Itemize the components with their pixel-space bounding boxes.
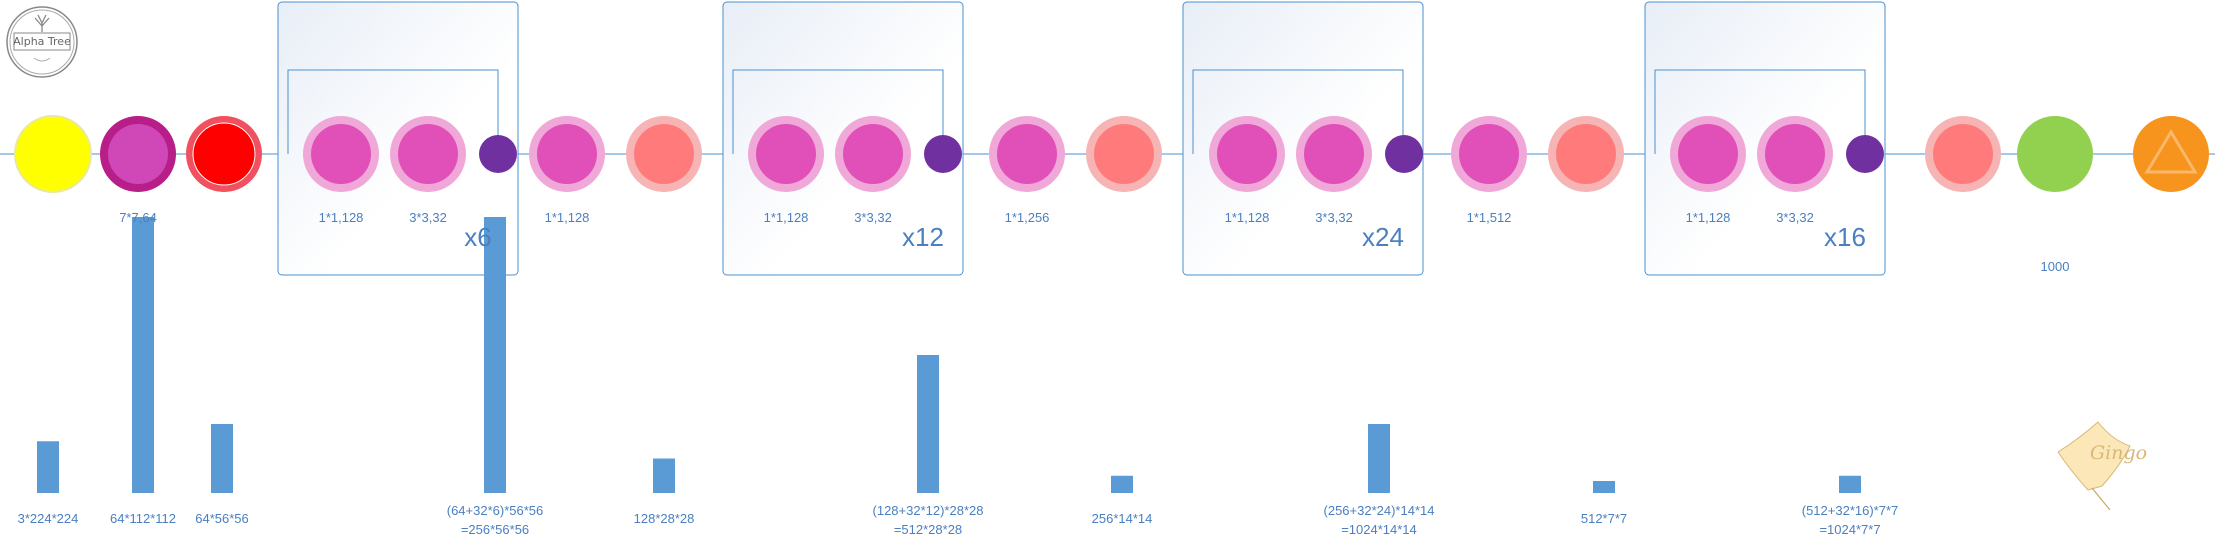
feature-map-bar bbox=[1593, 481, 1615, 493]
tree-icon bbox=[6, 6, 78, 78]
feature-map-label-line: (512+32*16)*7*7 bbox=[1801, 503, 1899, 518]
node-label: 1*1,128 bbox=[318, 210, 364, 225]
node-label: 1*1,512 bbox=[1466, 210, 1512, 225]
feature-map-bar bbox=[37, 441, 59, 493]
block-multiplier: x24 bbox=[1362, 222, 1404, 252]
feature-map-label: 64*112*112 bbox=[110, 509, 176, 528]
node-b4c1-core bbox=[1678, 124, 1738, 184]
feature-map-label: 256*14*14 bbox=[1092, 509, 1153, 528]
node-t1p-core bbox=[634, 124, 694, 184]
feature-map-label-line: (64+32*6)*56*56 bbox=[446, 503, 544, 518]
node-b4c3-core bbox=[1765, 124, 1825, 184]
node-label: 7*7,64 bbox=[119, 210, 157, 225]
node-b2c1-core bbox=[756, 124, 816, 184]
node-t1c-core bbox=[537, 124, 597, 184]
block-multiplier: x16 bbox=[1824, 222, 1866, 252]
feature-map-label-line: (128+32*12)*28*28 bbox=[872, 503, 984, 518]
feature-map-label-line: (256+32*24)*14*14 bbox=[1323, 503, 1435, 518]
node-b3cat bbox=[1385, 135, 1423, 173]
feature-map-label-line: 512*7*7 bbox=[1580, 511, 1628, 526]
block-multiplier: x12 bbox=[902, 222, 944, 252]
feature-map-bar bbox=[1368, 424, 1390, 493]
feature-map-bar bbox=[1839, 475, 1861, 493]
skip-connection-1 bbox=[287, 69, 499, 154]
node-b1c3-core bbox=[398, 124, 458, 184]
node-b2c3-core bbox=[843, 124, 903, 184]
feature-map-label: (256+32*24)*14*14 =1024*14*14 bbox=[1324, 501, 1435, 539]
feature-map-bar bbox=[653, 458, 675, 493]
feature-map-label: (512+32*16)*7*7 =1024*7*7 bbox=[1802, 501, 1899, 539]
node-fc bbox=[2017, 116, 2093, 192]
node-t3c-core bbox=[1459, 124, 1519, 184]
feature-map-bar bbox=[917, 355, 939, 493]
feature-map-label: 3*224*224 bbox=[18, 509, 79, 528]
node-b3c1-core bbox=[1217, 124, 1277, 184]
node-b1cat bbox=[479, 135, 517, 173]
node-softmax-triangle bbox=[2144, 129, 2198, 174]
feature-map-bar bbox=[484, 217, 506, 493]
feature-map-label: 64*56*56 bbox=[195, 509, 249, 528]
ginkgo-leaf-icon bbox=[2057, 421, 2131, 510]
feature-map-label-line: 256*14*14 bbox=[1091, 511, 1153, 526]
skip-connection-3 bbox=[1192, 69, 1404, 154]
feature-map-label: (64+32*6)*56*56 =256*56*56 bbox=[447, 501, 544, 539]
logo-text: Alpha Tree bbox=[13, 35, 71, 48]
feature-map-bar bbox=[1111, 475, 1133, 493]
node-input bbox=[14, 115, 92, 193]
feature-map-label-line: 64*112*112 bbox=[109, 511, 177, 526]
node-pool1-core bbox=[192, 122, 256, 186]
feature-map-bar bbox=[132, 217, 154, 493]
feature-map-label: (128+32*12)*28*28 =512*28*28 bbox=[873, 501, 984, 539]
node-b2cat bbox=[924, 135, 962, 173]
node-label: 1*1,128 bbox=[763, 210, 809, 225]
node-label: 3*3,32 bbox=[854, 210, 892, 225]
node-label: 1*1,128 bbox=[1224, 210, 1270, 225]
feature-map-label-line: 128*28*28 bbox=[633, 511, 695, 526]
feature-map-label-line: =1024*14*14 bbox=[1341, 522, 1417, 537]
watermark-text: Gingo bbox=[2090, 442, 2148, 464]
node-label: 1000 bbox=[2040, 259, 2070, 274]
feature-map-label: 512*7*7 bbox=[1581, 509, 1627, 528]
feature-map-label-line: 3*224*224 bbox=[17, 511, 79, 526]
node-gap-core bbox=[1933, 124, 1993, 184]
feature-map-bar bbox=[211, 424, 233, 493]
node-label: 3*3,32 bbox=[1315, 210, 1353, 225]
node-label: 3*3,32 bbox=[409, 210, 447, 225]
block-multiplier: x6 bbox=[464, 222, 492, 252]
skip-connection-2 bbox=[732, 69, 944, 154]
node-softmax bbox=[2133, 116, 2209, 192]
node-conv7-core bbox=[108, 124, 168, 184]
feature-map-label-line: =256*56*56 bbox=[460, 522, 530, 537]
skip-connection-4 bbox=[1654, 69, 1866, 154]
node-t2c-core bbox=[997, 124, 1057, 184]
node-t3p-core bbox=[1556, 124, 1616, 184]
feature-map-label-line: =1024*7*7 bbox=[1819, 522, 1881, 537]
node-t2p-core bbox=[1094, 124, 1154, 184]
node-label: 3*3,32 bbox=[1776, 210, 1814, 225]
feature-map-label: 128*28*28 bbox=[634, 509, 695, 528]
node-label: 1*1,256 bbox=[1004, 210, 1050, 225]
node-label: 1*1,128 bbox=[1685, 210, 1731, 225]
feature-map-label-line: 64*56*56 bbox=[195, 511, 249, 526]
logo: Alpha Tree bbox=[4, 4, 80, 80]
node-b3c3-core bbox=[1304, 124, 1364, 184]
node-b1c1-core bbox=[311, 124, 371, 184]
feature-map-label-line: =512*28*28 bbox=[893, 522, 963, 537]
node-label: 1*1,128 bbox=[544, 210, 590, 225]
node-b4cat bbox=[1846, 135, 1884, 173]
